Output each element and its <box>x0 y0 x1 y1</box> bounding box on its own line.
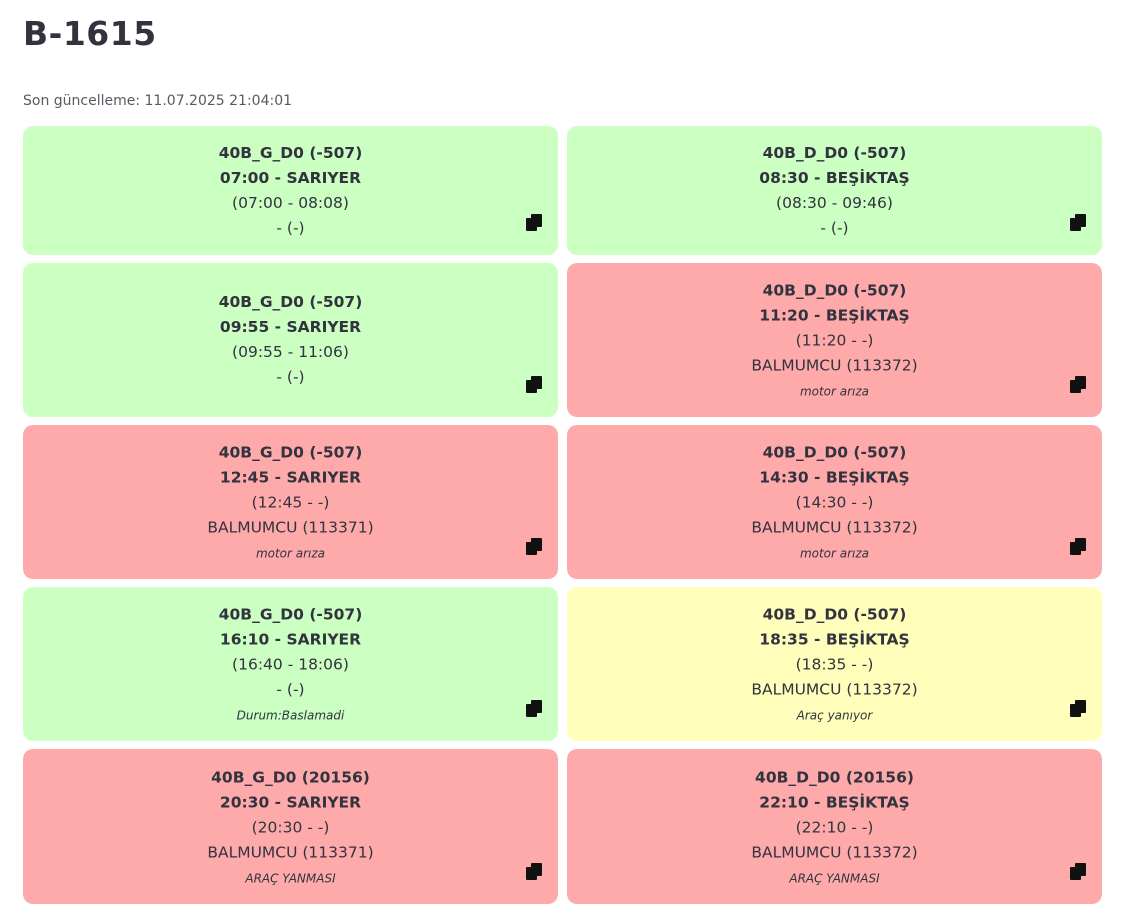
copy-icon[interactable] <box>1070 863 1086 880</box>
vehicle-info: - (-) <box>276 218 305 237</box>
trip-card: 40B_G_D0 (20156) 20:30 - SARIYER (20:30 … <box>23 749 558 904</box>
trip-time-range: (09:55 - 11:06) <box>232 343 349 361</box>
trip-time-range: (20:30 - -) <box>251 818 330 836</box>
departure-time: 11:20 - BEŞİKTAŞ <box>759 306 910 325</box>
trip-card: 40B_G_D0 (-507) 07:00 - SARIYER (07:00 -… <box>23 126 558 255</box>
departure-time: 22:10 - BEŞİKTAŞ <box>759 793 910 811</box>
vehicle-info: BALMUMCU (113372) <box>751 843 918 861</box>
route-code: 40B_G_D0 (20156) <box>211 768 370 786</box>
vehicle-info: BALMUMCU (113371) <box>207 843 374 861</box>
status-note: motor arıza <box>255 546 326 561</box>
trip-card: 40B_D_D0 (-507) 11:20 - BEŞİKTAŞ (11:20 … <box>567 263 1102 417</box>
copy-icon[interactable] <box>526 700 542 717</box>
status-note: motor arıza <box>799 546 870 561</box>
status-note: Durum:Baslamadi <box>236 708 345 723</box>
trip-card: 40B_D_D0 (20156) 22:10 - BEŞİKTAŞ (22:10… <box>567 749 1102 904</box>
status-note: Araç yanıyor <box>796 708 873 723</box>
trip-time-range: (11:20 - -) <box>795 331 874 350</box>
vehicle-info: BALMUMCU (113372) <box>751 356 918 375</box>
copy-icon[interactable] <box>526 214 542 231</box>
route-code: 40B_G_D0 (-507) <box>218 605 363 624</box>
status-note: ARAÇ YANMASI <box>789 871 880 885</box>
trip-time-range: (14:30 - -) <box>795 493 874 512</box>
route-code: 40B_D_D0 (-507) <box>762 281 907 300</box>
copy-icon[interactable] <box>1070 700 1086 717</box>
departure-time: 14:30 - BEŞİKTAŞ <box>759 468 910 487</box>
copy-icon[interactable] <box>526 863 542 880</box>
vehicle-info: - (-) <box>276 368 305 386</box>
trip-time-range: (08:30 - 09:46) <box>776 193 893 212</box>
route-code: 40B_D_D0 (-507) <box>762 605 907 624</box>
departure-time: 09:55 - SARIYER <box>219 318 362 336</box>
departure-time: 12:45 - SARIYER <box>219 468 362 487</box>
copy-icon[interactable] <box>526 538 542 555</box>
vehicle-info: BALMUMCU (113372) <box>751 680 918 699</box>
trip-time-range: (18:35 - -) <box>795 655 874 674</box>
trip-time-range: (16:40 - 18:06) <box>232 655 349 674</box>
vehicle-info: - (-) <box>276 680 305 699</box>
route-code: 40B_D_D0 (20156) <box>755 768 914 786</box>
trip-card: 40B_D_D0 (-507) 18:35 - BEŞİKTAŞ (18:35 … <box>567 587 1102 741</box>
route-code: 40B_G_D0 (-507) <box>218 443 363 462</box>
trip-card: 40B_G_D0 (-507) 09:55 - SARIYER (09:55 -… <box>23 263 558 417</box>
route-code: 40B_G_D0 (-507) <box>218 143 363 162</box>
trip-time-range: (22:10 - -) <box>795 818 874 836</box>
route-code: 40B_D_D0 (-507) <box>762 143 907 162</box>
copy-icon[interactable] <box>1070 376 1086 393</box>
trip-card: 40B_D_D0 (-507) 14:30 - BEŞİKTAŞ (14:30 … <box>567 425 1102 579</box>
trip-time-range: (12:45 - -) <box>251 493 330 512</box>
vehicle-info: - (-) <box>820 218 849 237</box>
departure-time: 20:30 - SARIYER <box>219 793 362 811</box>
copy-icon[interactable] <box>1070 538 1086 555</box>
departure-time: 08:30 - BEŞİKTAŞ <box>759 168 910 187</box>
vehicle-info: BALMUMCU (113371) <box>207 518 374 537</box>
departure-time: 16:10 - SARIYER <box>219 630 362 649</box>
status-note: motor arıza <box>799 384 870 399</box>
status-note: ARAÇ YANMASI <box>245 871 336 885</box>
route-code: 40B_G_D0 (-507) <box>218 293 363 311</box>
trip-time-range: (07:00 - 08:08) <box>232 193 349 212</box>
route-code: 40B_D_D0 (-507) <box>762 443 907 462</box>
departure-time: 07:00 - SARIYER <box>219 168 362 187</box>
trip-card: 40B_G_D0 (-507) 12:45 - SARIYER (12:45 -… <box>23 425 558 579</box>
copy-icon[interactable] <box>526 376 542 393</box>
vehicle-info: BALMUMCU (113372) <box>751 518 918 537</box>
trip-card: 40B_G_D0 (-507) 16:10 - SARIYER (16:40 -… <box>23 587 558 741</box>
last-updated-text: Son güncelleme: 11.07.2025 21:04:01 <box>23 93 293 109</box>
copy-icon[interactable] <box>1070 214 1086 231</box>
page-title: B-1615 <box>23 14 157 53</box>
departure-time: 18:35 - BEŞİKTAŞ <box>759 630 910 649</box>
trip-card: 40B_D_D0 (-507) 08:30 - BEŞİKTAŞ (08:30 … <box>567 126 1102 255</box>
